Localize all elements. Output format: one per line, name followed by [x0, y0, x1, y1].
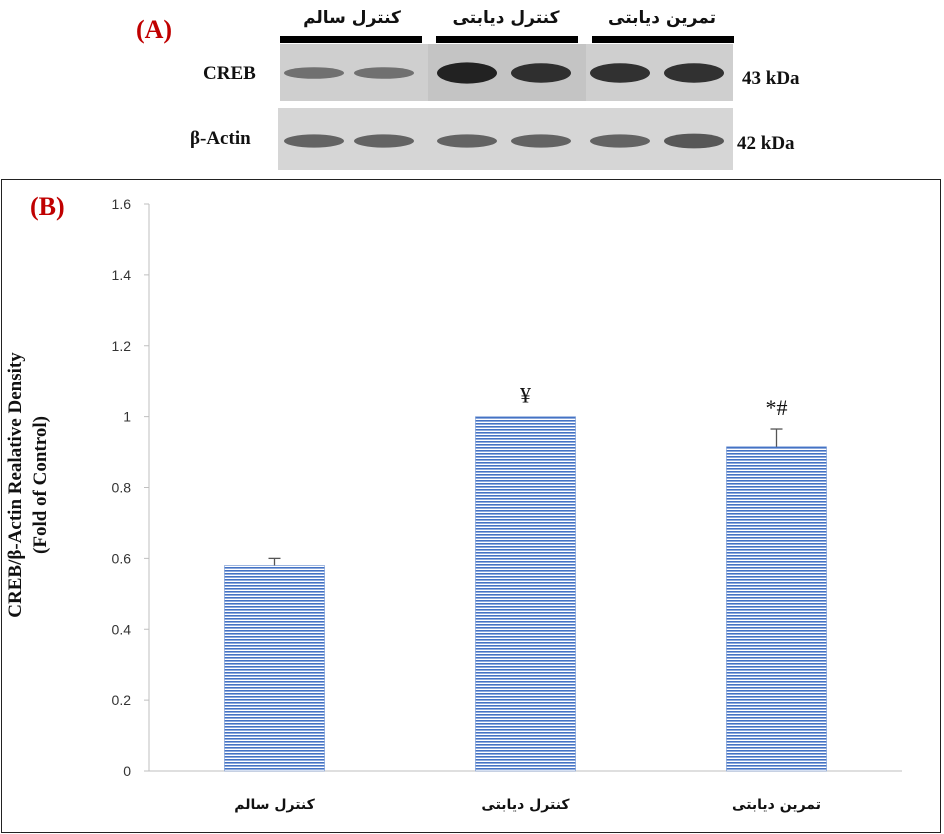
y-tick-label: 0.4	[112, 621, 132, 637]
y-tick-label: 0.6	[112, 550, 132, 566]
panel-a-letter: (A)	[136, 15, 173, 44]
group-bar-healthy-control	[280, 36, 422, 43]
bar-3	[726, 446, 827, 772]
blot-band-actin-lane-1	[284, 134, 344, 148]
significance-marker-2: ¥	[520, 383, 531, 408]
blot-band-creb-lane-3	[437, 62, 497, 84]
x-tick-label-3: تمرین دیابتی	[732, 797, 821, 813]
group-header-diabetic-control: کنترل دیابتی	[452, 8, 560, 28]
blot-band-creb-lane-1	[284, 67, 344, 79]
bar-chart-panel: (B) CREB/β-Actin Realative Density (Fold…	[1, 179, 941, 833]
blot-band-actin-lane-3	[437, 134, 497, 148]
blot-band-creb-lane-2	[354, 67, 414, 79]
significance-marker-3: *#	[766, 395, 788, 420]
group-bar-diabetic-control	[436, 36, 578, 43]
y-tick-label: 1.6	[112, 196, 132, 212]
blot-band-actin-lane-2	[354, 134, 414, 148]
group-header-diabetic-exercise: تمرین دیابتی	[608, 8, 716, 28]
blot-band-creb-lane-6	[664, 63, 724, 83]
x-tick-label-2: کنترل دیابتی	[481, 797, 570, 813]
beta-actin-label: β-Actin	[190, 128, 251, 149]
y-tick-label: 1.2	[112, 338, 132, 354]
creb-label: CREB	[203, 63, 256, 84]
western-blot-image	[278, 44, 733, 170]
blot-band-actin-lane-5	[590, 134, 650, 148]
bar-1	[224, 565, 325, 772]
beta-actin-weight: 42 kDa	[737, 133, 795, 154]
bar-2	[475, 416, 576, 772]
y-tick-label: 0.8	[112, 480, 132, 496]
bar-chart: 0 0.2 0.4 0.6 0.8 1 1.2 1.4 1.6 کنترل سالم ¥ کنترل …	[112, 196, 902, 813]
blot-band-actin-lane-6	[664, 133, 724, 149]
y-tick-label: 0.2	[112, 692, 132, 708]
blot-band-creb-lane-4	[511, 63, 571, 83]
panel-b-letter: (B)	[30, 192, 65, 221]
creb-weight: 43 kDa	[742, 68, 800, 89]
blot-band-creb-lane-5	[590, 63, 650, 83]
y-tick-label: 0	[123, 763, 131, 779]
group-bar-diabetic-exercise	[592, 36, 734, 43]
y-tick-label: 1.4	[112, 267, 132, 283]
y-tick-label: 1	[123, 409, 131, 425]
blot-band-actin-lane-4	[511, 134, 571, 148]
x-tick-label-1: کنترل سالم	[234, 797, 315, 813]
group-header-healthy-control: کنترل سالم	[303, 8, 401, 28]
actin-blot-strip	[278, 108, 733, 170]
